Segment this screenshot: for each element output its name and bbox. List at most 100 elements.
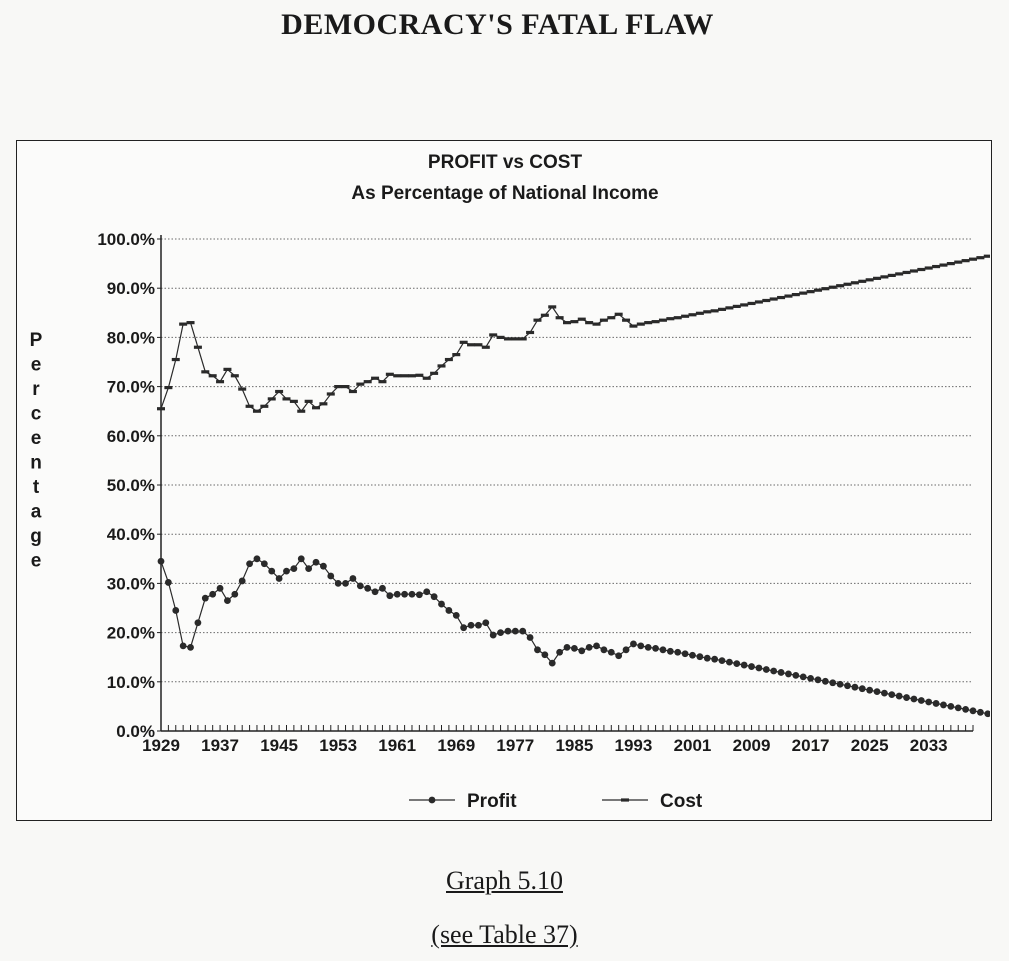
cost-point (437, 364, 446, 368)
cost-point (658, 318, 667, 322)
profit-point (364, 584, 372, 592)
y-axis-label-letter: e (31, 428, 42, 449)
cost-point (164, 385, 173, 390)
cost-point (319, 402, 328, 406)
profit-point (216, 584, 224, 592)
profit-point (925, 698, 933, 706)
cost-point (939, 263, 948, 267)
profit-point (283, 567, 290, 575)
profit-point (570, 644, 578, 652)
cost-point (540, 313, 549, 317)
cost-point (348, 389, 357, 394)
profit-point (475, 621, 482, 629)
cost-point (791, 292, 800, 297)
cost-point (873, 276, 882, 280)
profit-point (430, 593, 438, 601)
cost-point (252, 409, 261, 413)
y-tick-label: 100.0% (97, 230, 155, 249)
cost-point (452, 353, 461, 357)
cost-point (813, 288, 822, 292)
x-tick-label: 1929 (142, 736, 180, 755)
profit-point (526, 634, 534, 641)
cost-point (186, 321, 195, 325)
profit-point (327, 572, 335, 580)
cost-point (275, 389, 284, 394)
profit-point (718, 657, 726, 665)
cost-point (489, 333, 498, 337)
series-profit (157, 555, 990, 718)
profit-point (415, 591, 423, 599)
cost-point (371, 376, 380, 380)
cost-point (636, 322, 645, 326)
profit-point (349, 575, 357, 582)
profit-point (393, 590, 401, 598)
cost-point (924, 266, 933, 270)
cost-point (334, 385, 343, 389)
cost-point (422, 376, 431, 380)
profit-point (585, 643, 593, 651)
cost-point (577, 317, 586, 321)
profit-point (541, 651, 549, 659)
profit-point (637, 642, 645, 650)
cost-point (917, 267, 926, 272)
profit-point (497, 629, 504, 636)
profit-point (799, 673, 807, 681)
graph-caption: Graph 5.10 (446, 866, 563, 895)
cost-point (622, 318, 631, 322)
y-axis-label-letter: n (30, 453, 42, 474)
cost-point (193, 345, 202, 349)
y-axis-label-letter: g (30, 526, 42, 547)
profit-point (482, 619, 490, 627)
profit-point (807, 674, 814, 682)
profit-point (770, 667, 778, 675)
profit-point (622, 646, 630, 654)
cost-point (961, 259, 970, 263)
profit-point (467, 621, 475, 629)
profit-point (829, 679, 837, 687)
profit-point (984, 710, 990, 718)
profit-point (187, 643, 194, 651)
cost-point (555, 316, 564, 320)
cost-point (378, 380, 387, 384)
grid-layer (161, 238, 973, 683)
page-title: DEMOCRACY'S FATAL FLAW (281, 8, 714, 41)
cost-point (563, 321, 571, 325)
cost-point (363, 380, 372, 384)
cost-point (444, 357, 453, 362)
profit-point (334, 580, 342, 587)
profit-point (379, 584, 386, 592)
cost-point (762, 298, 771, 303)
profit-point (548, 659, 556, 667)
profit-point (224, 597, 231, 605)
cost-point (407, 374, 416, 378)
y-tick-label: 20.0% (107, 624, 155, 643)
profit-point (260, 560, 268, 568)
profit-point (726, 658, 733, 666)
cost-point (976, 256, 985, 260)
cost-point (341, 385, 350, 389)
cost-point (836, 284, 845, 288)
cost-point (238, 387, 247, 391)
legend-marker-profit (428, 796, 436, 804)
y-axis-label-letter: a (31, 502, 42, 523)
profit-point (401, 590, 408, 598)
profit-point (910, 695, 918, 703)
series-layer (157, 254, 990, 718)
cost-point (932, 264, 941, 269)
y-axis-label-letter: P (30, 330, 43, 351)
cost-point (267, 397, 276, 401)
profit-point (164, 579, 172, 586)
profit-point (644, 643, 652, 651)
profit-point (253, 555, 261, 563)
profit-point (666, 647, 674, 655)
legend: Profit Cost (409, 791, 703, 812)
cost-point (718, 307, 727, 311)
cost-point (703, 310, 712, 314)
profit-point (445, 607, 453, 614)
cost-point (481, 345, 490, 349)
profit-point (888, 691, 896, 698)
cost-point (710, 309, 719, 313)
profit-point (297, 555, 305, 563)
profit-point (630, 640, 637, 648)
profit-point (895, 692, 903, 700)
